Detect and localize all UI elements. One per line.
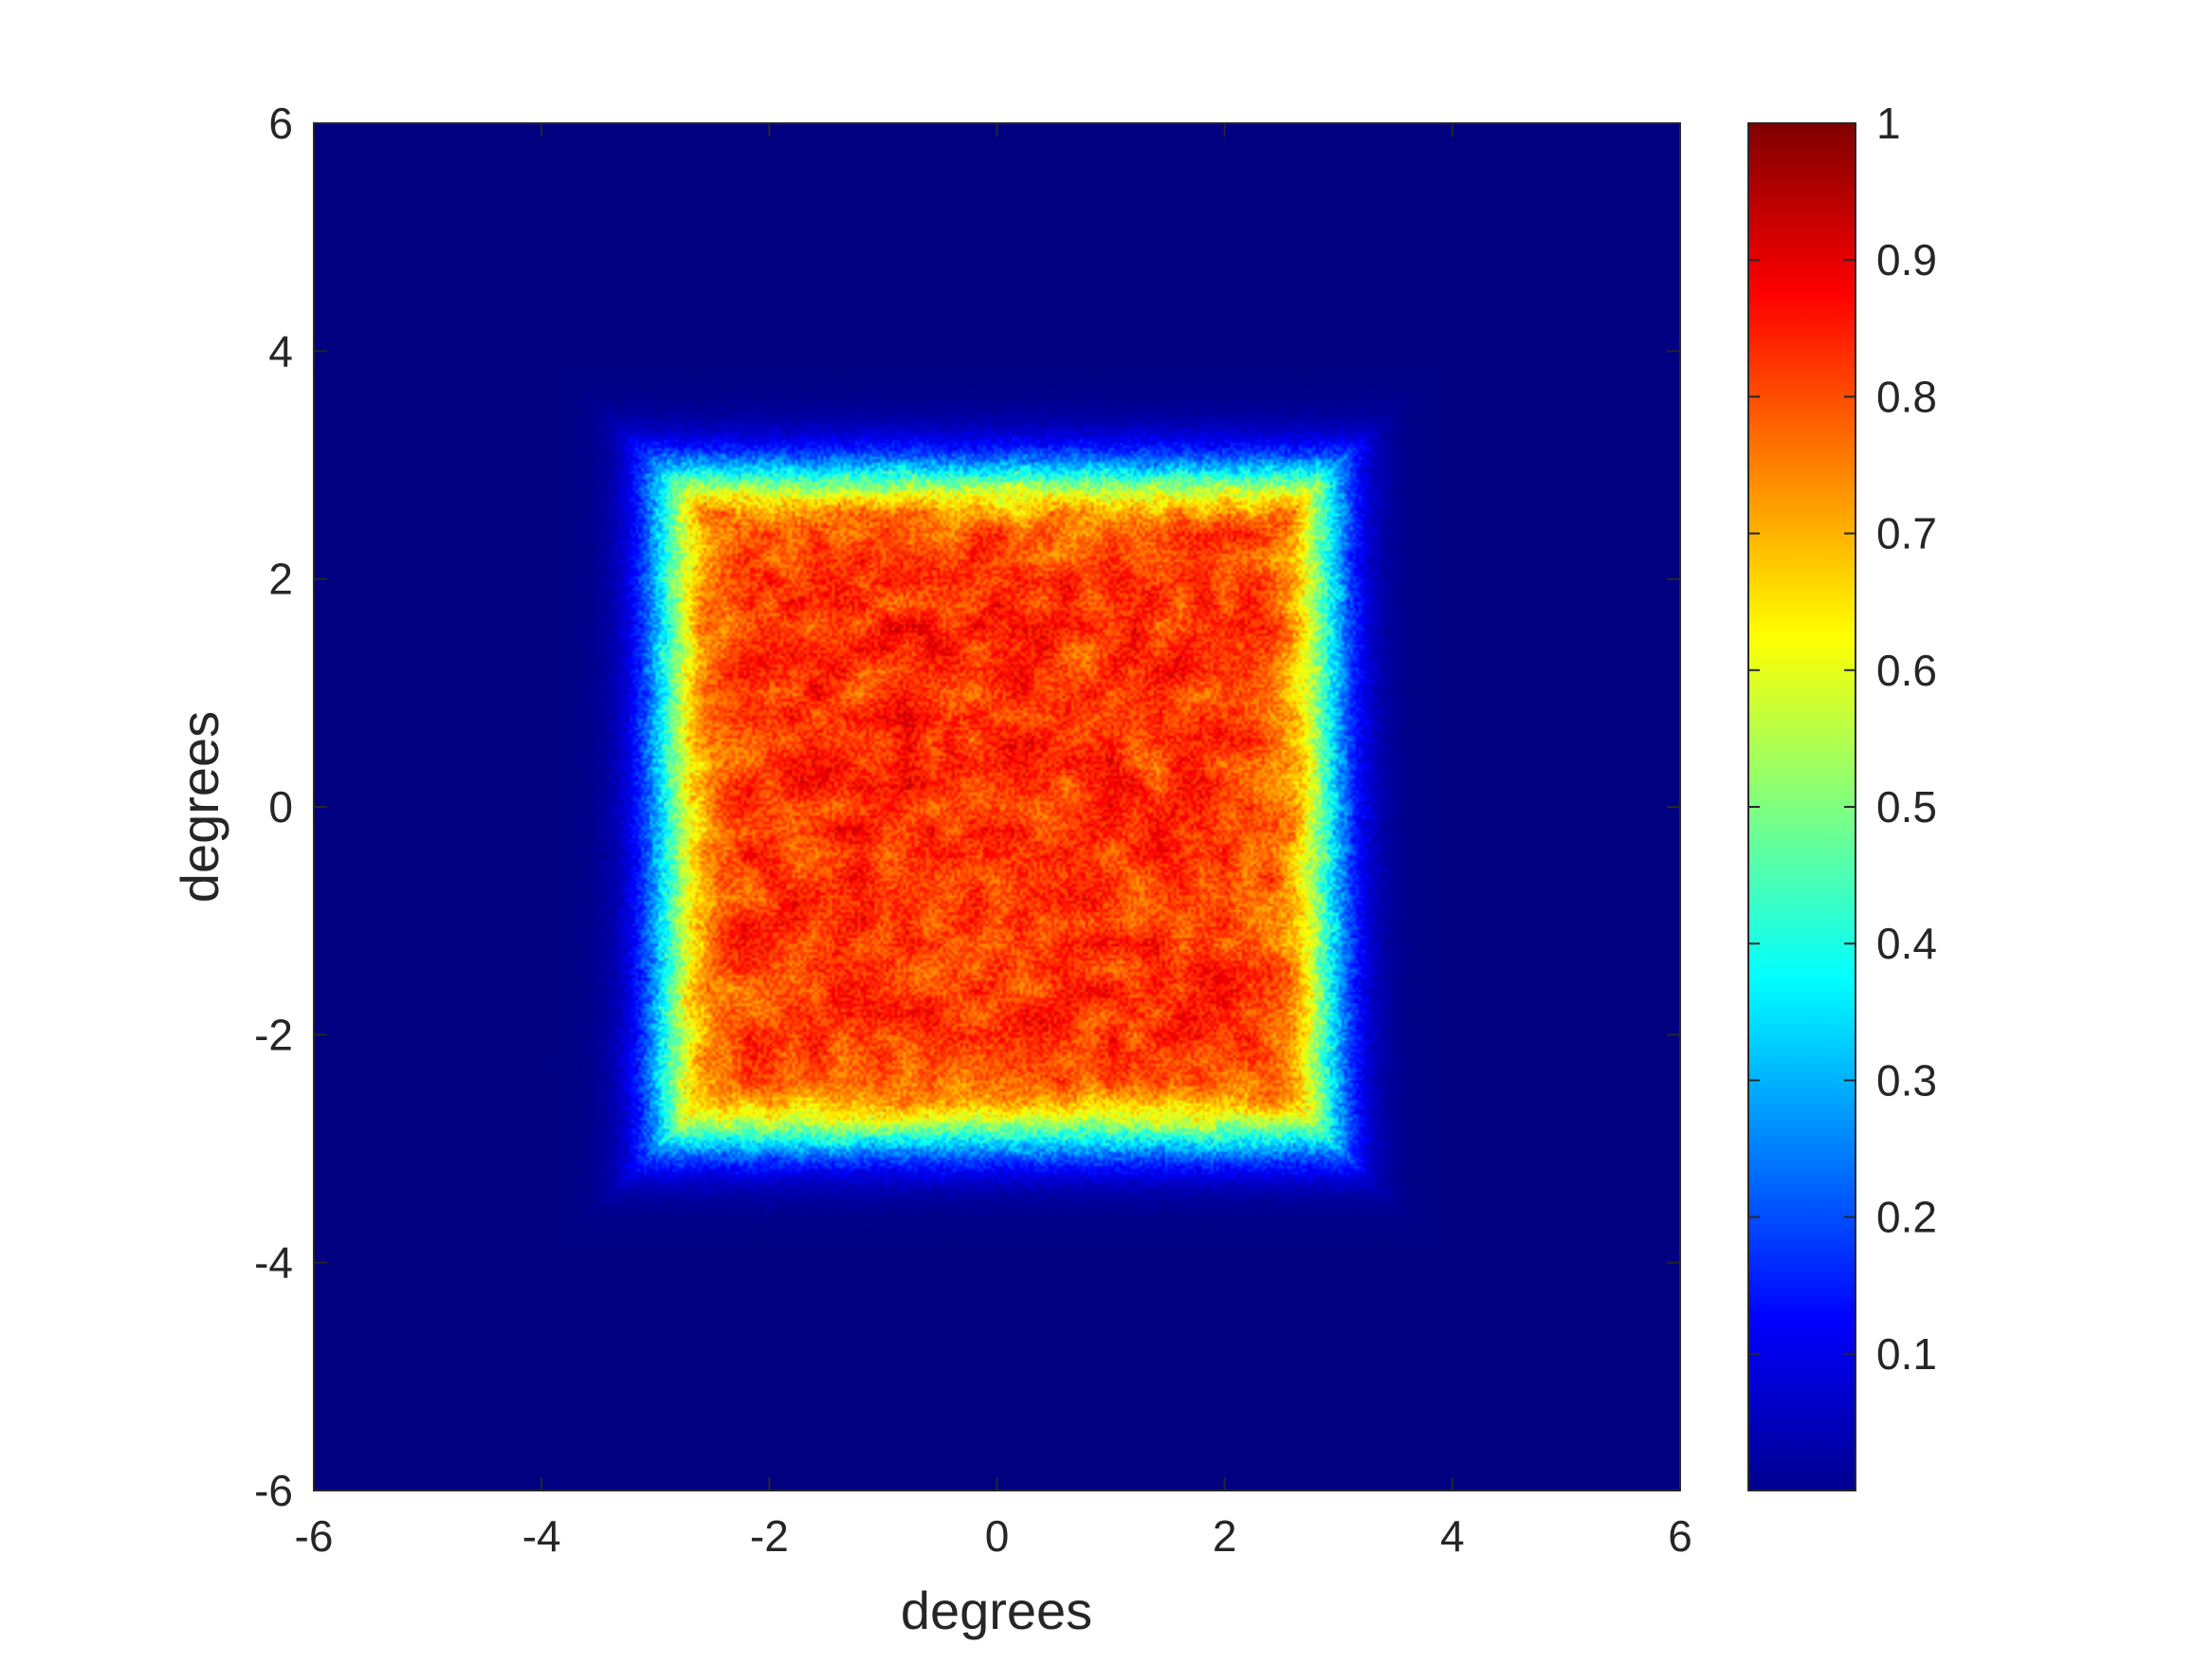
y-axis-label: degrees: [170, 711, 229, 903]
y-tick-label: 0: [268, 782, 293, 832]
x-axis-label: degrees: [901, 1581, 1092, 1640]
colorbar-tick-label: 0.5: [1876, 782, 1937, 832]
colorbar-tick-label: 0.8: [1876, 372, 1937, 421]
colorbar-tick-label: 0.4: [1876, 919, 1937, 968]
y-tick-label: -4: [254, 1238, 293, 1288]
colorbar-tick-label: 0.2: [1876, 1193, 1937, 1242]
heatmap-image: [314, 123, 1680, 1490]
colorbar-frame: [1747, 122, 1856, 1491]
colorbar-tick-labels: 0.1 0.2 0.3 0.4 0.5 0.6 0.7 0.8 0.9 1: [1876, 99, 1937, 1379]
x-axis-tick-labels: -6 -4 -2 0 2 4 6: [295, 1511, 1692, 1561]
x-tick-label: 4: [1440, 1511, 1465, 1561]
y-tick-label: -6: [254, 1466, 293, 1515]
plot-area: [313, 122, 1681, 1491]
colorbar-tick-label: 1: [1876, 99, 1901, 148]
colorbar-tick-label: 0.9: [1876, 235, 1937, 284]
colorbar-tick-label: 0.6: [1876, 646, 1937, 695]
y-tick-label: 4: [268, 326, 293, 375]
colorbar-tick-label: 0.7: [1876, 509, 1937, 558]
plot-frame: [313, 122, 1681, 1491]
y-axis-tick-labels: -6 -4 -2 0 2 4 6: [254, 99, 293, 1515]
x-tick-label: -6: [295, 1511, 334, 1561]
x-tick-label: 6: [1668, 1511, 1692, 1561]
x-tick-label: 2: [1213, 1511, 1237, 1561]
colorbar-tick-label: 0.3: [1876, 1055, 1937, 1105]
colorbar-gradient: [1748, 123, 1856, 1490]
y-tick-label: 2: [268, 555, 293, 604]
y-tick-label: 6: [268, 99, 293, 148]
colorbar: 0.1 0.2 0.3 0.4 0.5 0.6 0.7 0.8 0.9 1: [1747, 99, 1937, 1491]
x-tick-label: 0: [985, 1511, 1010, 1561]
x-tick-label: -4: [522, 1511, 561, 1561]
colorbar-tick-label: 0.1: [1876, 1329, 1937, 1379]
x-tick-label: -2: [750, 1511, 789, 1561]
y-tick-label: -2: [254, 1010, 293, 1059]
